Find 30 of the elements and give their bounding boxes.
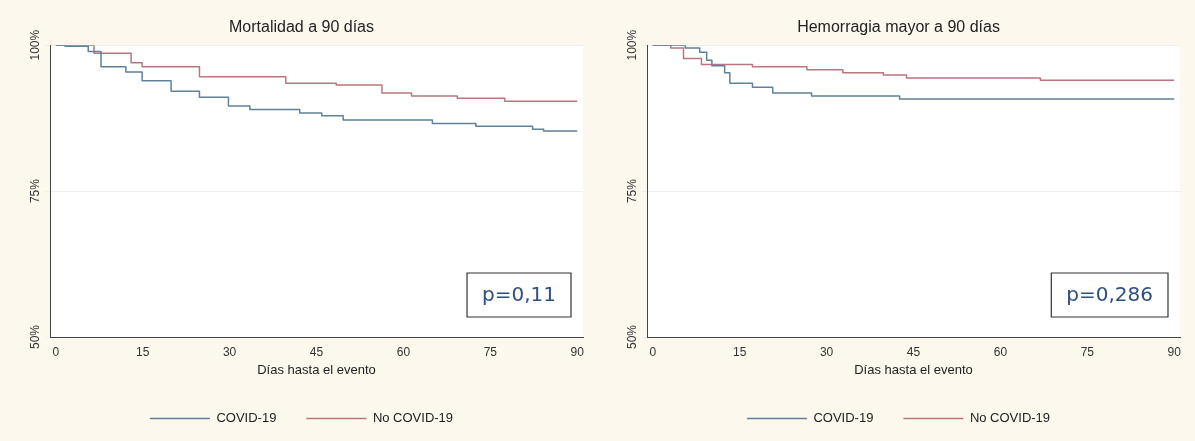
annotation: p=0,11	[482, 282, 556, 307]
x-tick-label: 15	[136, 344, 150, 359]
x-tick-label: 45	[309, 344, 324, 359]
x-tick-label: 15	[733, 344, 747, 359]
chart-title: Hemorragia mayor a 90 días	[797, 18, 1000, 36]
x-tick-label: 90	[1167, 344, 1182, 359]
legend-label: COVID-19	[216, 410, 277, 426]
x-tick-label: 75	[483, 344, 498, 359]
x-tick-label: 60	[396, 344, 411, 359]
y-tick-label: 75%	[625, 178, 640, 204]
y-tick-label: 75%	[28, 178, 43, 204]
legend-label: No COVID-19	[372, 410, 454, 426]
x-tick-label: 60	[993, 344, 1008, 359]
x-axis-title: Días hasta el evento	[257, 361, 376, 377]
y-tick-label: 100%	[28, 29, 43, 61]
x-tick-label: 30	[222, 344, 237, 359]
y-tick-label: 50%	[625, 324, 640, 350]
x-tick-label: 0	[649, 344, 657, 359]
x-axis-title: Días hasta el evento	[854, 361, 973, 377]
legend-label: No COVID-19	[969, 410, 1051, 426]
chart-title: Mortalidad a 90 días	[229, 18, 374, 36]
x-tick-label: 90	[570, 344, 585, 359]
x-tick-label: 30	[819, 344, 834, 359]
x-tick-label: 45	[906, 344, 921, 359]
y-tick-label: 100%	[625, 29, 640, 61]
annotation: p=0,286	[1066, 282, 1153, 307]
legend-label: COVID-19	[813, 410, 874, 426]
x-tick-label: 0	[52, 344, 60, 359]
x-tick-label: 75	[1080, 344, 1095, 359]
y-tick-label: 50%	[28, 324, 43, 350]
